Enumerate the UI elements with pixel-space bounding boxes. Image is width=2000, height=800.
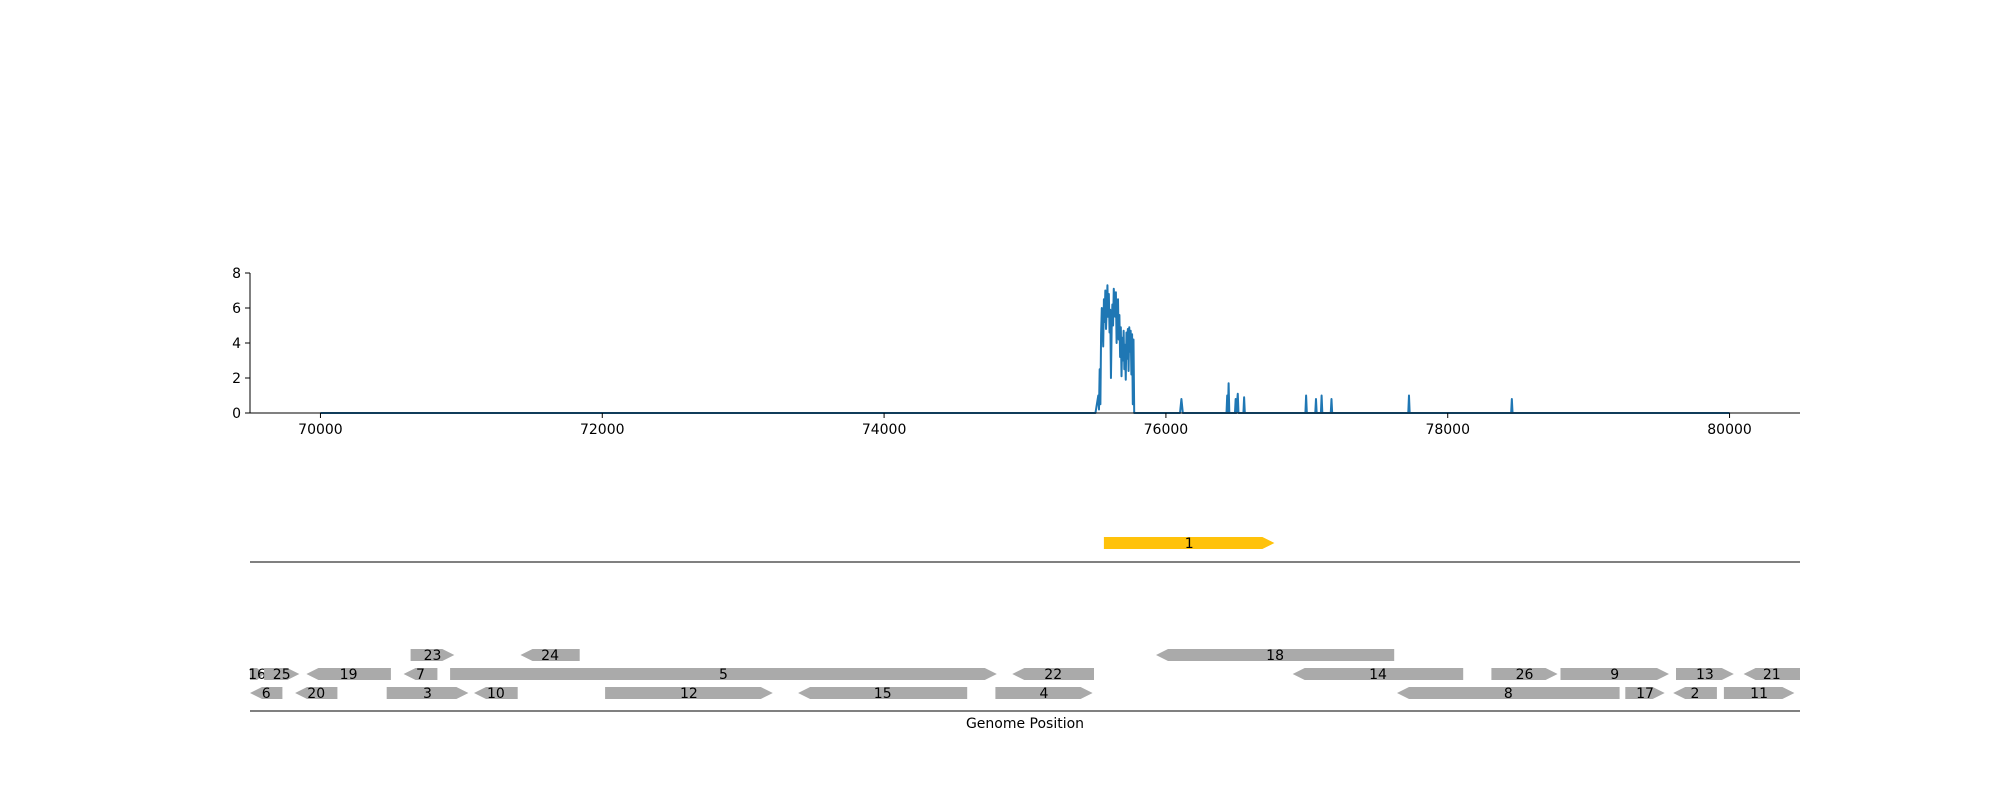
gene-label: 24 <box>541 648 559 664</box>
gene-label: 10 <box>487 686 505 702</box>
gene-arrow <box>605 687 773 699</box>
y-tick-label: 0 <box>232 406 241 422</box>
gene-label: 7 <box>416 667 425 683</box>
y-tick-label: 8 <box>232 266 241 282</box>
gene-label: 1 <box>1185 536 1194 552</box>
x-tick-label: 76000 <box>1144 422 1189 438</box>
gene-label: 2 <box>1691 686 1700 702</box>
gene-label: 20 <box>307 686 325 702</box>
gene-label: 13 <box>1696 667 1714 683</box>
x-tick-label: 78000 <box>1425 422 1470 438</box>
gene-label: 12 <box>680 686 698 702</box>
gene-label: 14 <box>1369 667 1387 683</box>
gene-label: 4 <box>1040 686 1049 702</box>
gene-label: 19 <box>340 667 358 683</box>
y-tick-label: 4 <box>232 336 241 352</box>
gene-arrow <box>1625 687 1665 699</box>
gene-label: 21 <box>1763 667 1781 683</box>
gene-arrow <box>306 668 391 680</box>
gene-arrow <box>1491 668 1558 680</box>
gene-label: 6 <box>262 686 271 702</box>
gene-arrow <box>995 687 1093 699</box>
gene-label: 18 <box>1266 648 1284 664</box>
gene-arrow <box>250 668 265 680</box>
gene-arrow <box>1156 649 1395 661</box>
x-tick-label: 80000 <box>1707 422 1752 438</box>
gene-label: 23 <box>424 648 442 664</box>
coverage-plot: 0 2 4 6 8 70000 72000 74000 76000 78000 80000 <box>232 266 1800 438</box>
gene-arrow <box>1292 668 1464 680</box>
gene-arrow <box>386 687 469 699</box>
gene-arrow <box>264 668 300 680</box>
gene-arrow <box>450 668 997 680</box>
gene-arrow <box>1397 687 1620 699</box>
gene-label: 8 <box>1504 686 1513 702</box>
highlight-gene-track: 1 <box>1103 536 1275 552</box>
gene-arrow <box>295 687 338 699</box>
coverage-line <box>320 284 1730 414</box>
coverage-trace <box>320 284 1730 414</box>
gene-label: 25 <box>273 667 291 683</box>
gene-arrow <box>1676 668 1734 680</box>
x-tick-label: 74000 <box>862 422 907 438</box>
gene-label: 5 <box>719 667 728 683</box>
gene-arrow <box>403 668 438 680</box>
gene-label: 26 <box>1516 667 1534 683</box>
x-axis-label: Genome Position <box>966 716 1084 732</box>
gene-label: 15 <box>874 686 892 702</box>
x-tick-label: 72000 <box>580 422 625 438</box>
gene-arrow <box>1103 537 1275 549</box>
y-tick-label: 6 <box>232 301 241 317</box>
gene-label: 3 <box>423 686 432 702</box>
gene-label: 16 <box>248 667 266 683</box>
gene-arrow <box>250 687 283 699</box>
gene-arrow <box>1723 687 1795 699</box>
gene-arrow <box>798 687 968 699</box>
gene-arrow <box>520 649 580 661</box>
gene-map: 1 16 256 20 23 19 3 7 10 5 24 12 15 4 22 18 14 826 9 17 13 2… <box>248 536 1800 732</box>
x-ticks: 70000 72000 74000 76000 78000 80000 <box>298 413 1752 438</box>
gene-arrow <box>1012 668 1094 680</box>
gene-label: 9 <box>1610 667 1619 683</box>
y-tick-label: 2 <box>232 371 241 387</box>
gene-label: 22 <box>1044 667 1062 683</box>
gene-label: 11 <box>1750 686 1768 702</box>
gene-arrow <box>1743 668 1800 680</box>
y-ticks: 0 2 4 6 8 <box>232 266 250 422</box>
gene-arrow <box>410 649 455 661</box>
x-tick-label: 70000 <box>298 422 343 438</box>
gene-arrow <box>474 687 518 699</box>
gene-arrow <box>1673 687 1717 699</box>
gene-label: 17 <box>1636 686 1654 702</box>
gene-arrow <box>1560 668 1669 680</box>
gene-track: 16 256 20 23 19 3 7 10 5 24 12 15 4 22 18 14 826 9 17 13 2 21… <box>248 648 1800 702</box>
